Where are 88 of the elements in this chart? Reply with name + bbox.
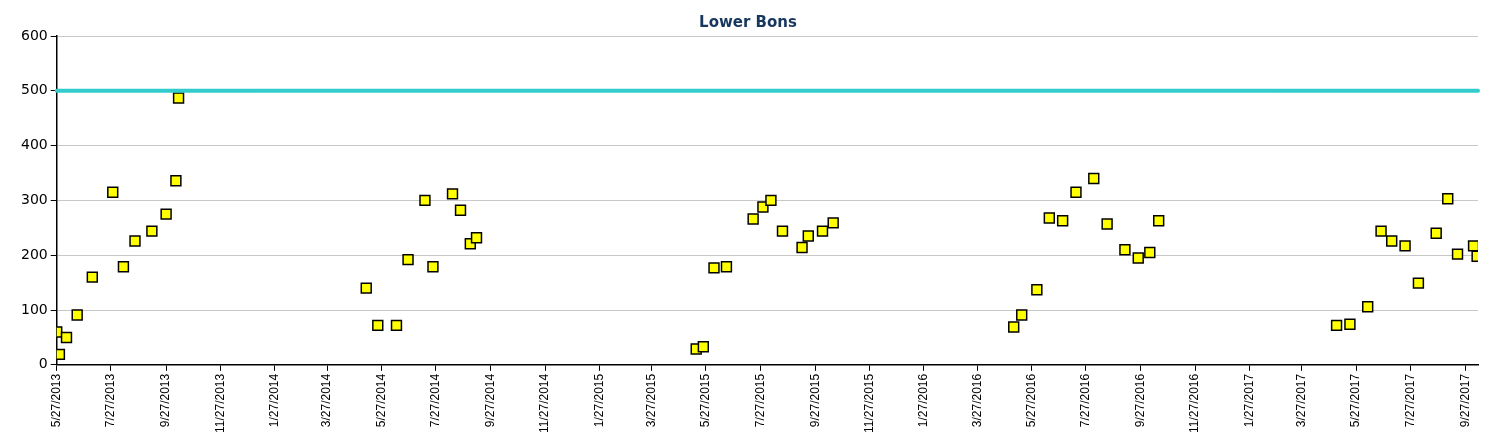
point <box>1362 301 1374 313</box>
point <box>117 261 130 273</box>
point <box>747 213 759 225</box>
point <box>129 235 141 247</box>
x-tick-label: 1/27/2015 <box>591 373 606 428</box>
point <box>1016 309 1028 321</box>
point <box>720 261 733 273</box>
point <box>1008 321 1020 333</box>
point <box>1056 214 1069 227</box>
x-tick-label: 5/27/2015 <box>698 373 713 428</box>
point <box>1344 318 1356 330</box>
point <box>146 225 158 237</box>
y-tick-label: 400 <box>20 136 48 153</box>
x-tick-label: 9/27/2014 <box>483 373 498 428</box>
point <box>708 262 720 274</box>
x-tick-label: 5/27/2016 <box>1023 373 1038 428</box>
point <box>56 348 66 361</box>
point <box>454 204 467 216</box>
x-tick-label: 3/27/2014 <box>319 373 334 428</box>
point <box>470 231 483 244</box>
x-tick-label: 7/27/2016 <box>1078 373 1093 428</box>
x-tick-label: 7/27/2013 <box>103 373 118 428</box>
point <box>1043 212 1055 224</box>
point <box>816 225 829 237</box>
x-tick-label: 7/27/2014 <box>427 373 442 428</box>
y-tick-label: 500 <box>20 81 48 98</box>
point <box>86 271 98 283</box>
point <box>1399 240 1411 252</box>
point <box>1119 244 1131 256</box>
point <box>765 194 777 207</box>
x-tick-label: 11/27/2013 <box>212 373 227 433</box>
x-tick-label: 7/27/2015 <box>752 373 767 428</box>
point <box>1442 193 1454 205</box>
x-tick-label: 5/27/2013 <box>49 373 64 428</box>
point <box>1412 277 1425 289</box>
point <box>1144 246 1156 259</box>
point <box>1031 284 1043 296</box>
point <box>160 208 172 220</box>
point <box>427 261 439 273</box>
point <box>172 92 185 104</box>
point <box>1375 225 1387 237</box>
point <box>1132 252 1144 264</box>
y-tick-label: 0 <box>38 355 48 372</box>
point <box>796 241 808 254</box>
x-tick-label: 1/27/2017 <box>1241 373 1256 428</box>
point <box>170 174 182 187</box>
point <box>419 194 431 207</box>
y-tick-label: 200 <box>20 245 48 262</box>
x-tick-label: 7/27/2017 <box>1402 373 1417 428</box>
point <box>1430 227 1442 239</box>
point <box>360 282 372 294</box>
y-tick-label: 600 <box>20 26 48 43</box>
y-tick-label: 300 <box>20 191 48 208</box>
x-tick-label: 3/27/2017 <box>1294 373 1309 428</box>
x-tick-label: 9/27/2016 <box>1133 373 1148 428</box>
point <box>776 225 789 237</box>
x-tick-label: 1/27/2014 <box>266 373 281 428</box>
point <box>802 230 814 242</box>
point <box>372 319 384 332</box>
x-tick-label: 5/27/2014 <box>373 373 388 428</box>
x-tick-label: 9/27/2017 <box>1457 373 1472 428</box>
x-tick-label: 9/27/2013 <box>158 373 173 428</box>
x-tick-label: 11/27/2016 <box>1187 373 1202 433</box>
x-tick-label: 5/27/2017 <box>1348 373 1363 428</box>
point <box>1070 186 1082 198</box>
x-tick-label: 3/27/2015 <box>644 373 659 428</box>
x-tick-label: 3/27/2016 <box>969 373 984 428</box>
x-tick-label: 1/27/2016 <box>916 373 931 428</box>
point <box>1101 218 1113 230</box>
point <box>446 188 459 200</box>
x-tick-label: 11/27/2014 <box>537 373 552 433</box>
x-tick-label: 9/27/2015 <box>807 373 822 428</box>
point <box>1330 319 1343 332</box>
point <box>1088 172 1100 185</box>
point <box>390 319 403 332</box>
y-tick-label: 100 <box>20 300 48 317</box>
point <box>71 309 83 321</box>
point <box>1153 214 1165 227</box>
chart-title: Lower Bons <box>699 12 797 31</box>
point <box>1386 235 1398 247</box>
point <box>60 331 73 344</box>
point <box>1451 248 1464 260</box>
point <box>402 253 414 266</box>
point <box>107 186 119 198</box>
point <box>697 341 710 353</box>
point <box>1467 240 1478 252</box>
x-tick-label: 11/27/2015 <box>861 373 876 433</box>
point <box>827 217 839 229</box>
